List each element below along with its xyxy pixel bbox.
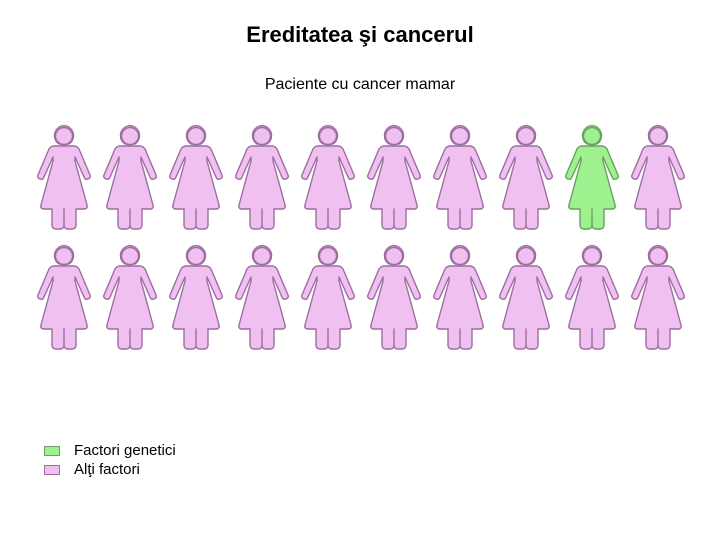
pictogram-row [34, 122, 694, 230]
person-icon [232, 122, 292, 230]
person-icon [298, 242, 358, 350]
person-icon [562, 242, 622, 350]
person-icon [430, 122, 490, 230]
person-icon [562, 122, 622, 230]
legend-item-other: Alţi factori [44, 461, 176, 478]
pictogram-row [34, 242, 694, 350]
legend-label-other: Alţi factori [74, 461, 140, 478]
legend-item-genetic: Factori genetici [44, 442, 176, 459]
pictogram-grid [34, 122, 694, 350]
page-subtitle: Paciente cu cancer mamar [0, 48, 720, 94]
person-icon [628, 122, 688, 230]
person-icon [232, 242, 292, 350]
person-icon [100, 122, 160, 230]
person-icon [166, 242, 226, 350]
person-icon [628, 242, 688, 350]
legend-swatch-other [44, 465, 60, 475]
person-icon [298, 122, 358, 230]
person-icon [364, 242, 424, 350]
person-icon [364, 122, 424, 230]
person-icon [496, 122, 556, 230]
person-icon [100, 242, 160, 350]
legend-label-genetic: Factori genetici [74, 442, 176, 459]
person-icon [496, 242, 556, 350]
person-icon [34, 122, 94, 230]
person-icon [34, 242, 94, 350]
page: Ereditatea şi cancerul Paciente cu cance… [0, 0, 720, 540]
legend: Factori genetici Alţi factori [44, 442, 176, 480]
page-title: Ereditatea şi cancerul [0, 0, 720, 48]
person-icon [430, 242, 490, 350]
legend-swatch-genetic [44, 446, 60, 456]
person-icon [166, 122, 226, 230]
